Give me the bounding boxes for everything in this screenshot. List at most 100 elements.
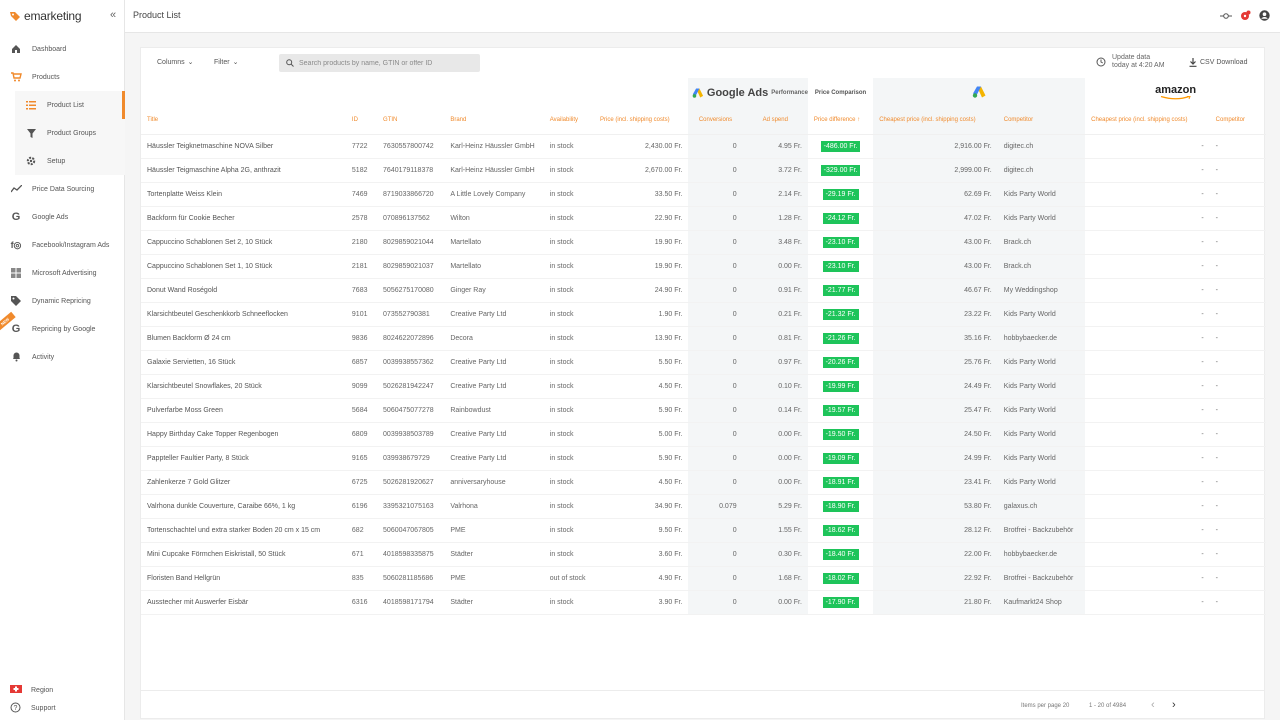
notification-bug-icon[interactable] <box>1240 10 1251 23</box>
cell-amazon-competitor: - <box>1209 350 1266 375</box>
cell-gtin: 5026281942247 <box>377 374 445 399</box>
table-row[interactable]: Pappteller Faultier Party, 8 Stück 9165 03… <box>141 446 1266 471</box>
cell-gtin: 8024622072896 <box>377 326 445 351</box>
col-availability[interactable]: Availability <box>543 107 594 135</box>
search-input[interactable] <box>299 59 469 67</box>
cell-brand: Martellato <box>444 254 544 279</box>
account-icon[interactable] <box>1259 10 1270 23</box>
cell-cheapest-price: 35.16 Fr. <box>873 326 998 351</box>
cell-price-difference: -19.50 Fr. <box>807 422 874 447</box>
sidebar-item-products[interactable]: Products <box>0 63 125 91</box>
sidebar-item-region[interactable]: Region <box>0 681 125 699</box>
cell-amazon-cheapest-price: - <box>1085 326 1210 351</box>
sidebar-item-product-groups[interactable]: Product Groups <box>0 119 125 147</box>
col-price-difference[interactable]: Price difference ↑ <box>807 107 874 135</box>
cell-availability: in stock <box>543 422 594 447</box>
sidebar-item-dashboard[interactable]: Dashboard <box>0 35 125 63</box>
col-competitor[interactable]: Competitor <box>997 107 1086 135</box>
col-price-difference-label: Price difference <box>813 117 856 124</box>
cell-competitor: digitec.ch <box>997 158 1086 183</box>
swiss-flag-icon <box>10 685 22 695</box>
cell-ad-spend: 0.30 Fr. <box>742 542 808 567</box>
sidebar-item-dynamic-repricing[interactable]: Dynamic Repricing <box>0 287 125 315</box>
table-row[interactable]: Floristen Band Hellgrün 835 5060281185686 P… <box>141 566 1266 591</box>
cell-title: Häussler Teigmaschine Alpha 2G, anthrazi… <box>141 158 346 183</box>
table-row[interactable]: Backform für Cookie Becher 2578 0708961375… <box>141 206 1266 231</box>
cell-ad-spend: 3.48 Fr. <box>742 230 808 255</box>
google-icon: G <box>11 211 21 223</box>
col-ad-spend[interactable]: Ad spend <box>742 107 808 135</box>
sidebar-item-activity[interactable]: Activity <box>0 343 125 371</box>
chevron-left-icon[interactable]: ‹ <box>1151 699 1155 711</box>
col-cheapest-price[interactable]: Cheapest price (incl. shipping costs) <box>873 107 998 135</box>
col-title[interactable]: Title <box>141 107 346 135</box>
cell-gtin: 4018598335875 <box>377 542 445 567</box>
sidebar-item-facebook-instagram[interactable]: f◎ Facebook/Instagram Ads <box>0 231 125 259</box>
table-row[interactable]: Mini Cupcake Förmchen Eiskristall, 50 St… <box>141 542 1266 567</box>
table-row[interactable]: Klarsichtbeutel Geschenkkorb Schneeflock… <box>141 302 1266 327</box>
table-row[interactable]: Zahlenkerze 7 Gold Glitzer 6725 5026281920… <box>141 470 1266 495</box>
csv-download-button[interactable]: CSV Download <box>1189 58 1247 67</box>
cell-brand: Karl-Heinz Häussler GmbH <box>444 158 544 183</box>
cell-price: 19.90 Fr. <box>593 230 689 255</box>
tag-logo-icon <box>10 12 20 21</box>
table-row[interactable]: Galaxie Servietten, 16 Stück 6857 00399385… <box>141 350 1266 375</box>
update-data-button[interactable]: Update data today at 4:20 AM <box>1096 54 1165 70</box>
sidebar-item-price-data-sourcing[interactable]: Price Data Sourcing <box>0 175 125 203</box>
cell-competitor: Kids Party World <box>997 398 1086 423</box>
cell-gtin: 0039938557362 <box>377 350 445 375</box>
sidebar-item-support[interactable]: ? Support <box>0 699 125 717</box>
cell-amazon-competitor: - <box>1209 398 1266 423</box>
sidebar-item-microsoft-advertising[interactable]: Microsoft Advertising <box>0 259 125 287</box>
table-row[interactable]: Happy Birthday Cake Topper Regenbogen 680… <box>141 422 1266 447</box>
sidebar-item-repricing-by-google[interactable]: G Repricing by Google <box>0 315 125 343</box>
sidebar-item-setup[interactable]: Setup <box>0 147 125 175</box>
table-row[interactable]: Häussler Teigknetmaschine NOVA Silber 772… <box>141 134 1266 159</box>
table-row[interactable]: Cappuccino Schablonen Set 2, 10 Stück 218… <box>141 230 1266 255</box>
col-conversions[interactable]: Conversions <box>688 107 743 135</box>
table-row[interactable]: Ausstecher mit Auswerfer Eisbär 6316 40185… <box>141 590 1266 615</box>
cell-cheapest-price: 25.76 Fr. <box>873 350 998 375</box>
cell-title: Zahlenkerze 7 Gold Glitzer <box>141 470 346 495</box>
col-amazon-competitor[interactable]: Competitor <box>1209 107 1266 135</box>
table-row[interactable]: Donut Wand Roségold 7683 5056275170080 Ging… <box>141 278 1266 303</box>
col-price[interactable]: Price (incl. shipping costs) <box>593 107 689 135</box>
sidebar-item-product-list[interactable]: Product List <box>0 91 125 119</box>
table-row[interactable]: Blumen Backform Ø 24 cm 9836 8024622072896… <box>141 326 1266 351</box>
cell-title: Klarsichtbeutel Snowflakes, 20 Stück <box>141 374 346 399</box>
col-amazon-cheapest-price[interactable]: Cheapest price (incl. shipping costs) <box>1085 107 1210 135</box>
table-row[interactable]: Tortenplatte Weiss Klein 7469 871903386672… <box>141 182 1266 207</box>
table-row[interactable]: Cappuccino Schablonen Set 1, 10 Stück 218… <box>141 254 1266 279</box>
brand-logo[interactable]: emarketing <box>9 8 82 24</box>
columns-button[interactable]: Columns ⌄ <box>157 58 194 67</box>
cell-id: 6196 <box>345 494 378 519</box>
cell-competitor: Kids Party World <box>997 206 1086 231</box>
sidebar-item-google-ads[interactable]: G Google Ads <box>0 203 125 231</box>
table-row[interactable]: Häussler Teigmaschine Alpha 2G, anthrazi… <box>141 158 1266 183</box>
items-per-page[interactable]: Items per page 20 <box>1021 703 1070 709</box>
commit-icon[interactable] <box>1220 12 1232 22</box>
col-brand[interactable]: Brand <box>444 107 544 135</box>
cell-brand: Städter <box>444 590 544 615</box>
top-bar: Product List <box>125 0 1280 33</box>
col-id[interactable]: ID <box>345 107 378 135</box>
svg-text:?: ? <box>14 705 18 712</box>
cell-price-difference: -23.10 Fr. <box>807 254 874 279</box>
table-row[interactable]: Tortenschachtel und extra starker Boden … <box>141 518 1266 543</box>
cell-brand: Wilton <box>444 206 544 231</box>
filter-button[interactable]: Filter ⌄ <box>214 58 238 67</box>
cell-amazon-cheapest-price: - <box>1085 134 1210 159</box>
table-toolbar: Columns ⌄ Filter ⌄ Update data today at … <box>141 48 1264 78</box>
cell-brand: Rainbowdust <box>444 398 544 423</box>
col-gtin[interactable]: GTIN <box>377 107 445 135</box>
price-difference-badge: -19.50 Fr. <box>822 428 859 440</box>
double-chevron-left-icon[interactable]: « <box>110 9 117 21</box>
cell-brand: Ginger Ray <box>444 278 544 303</box>
cell-cheapest-price: 62.69 Fr. <box>873 182 998 207</box>
list-icon <box>25 99 37 111</box>
table-row[interactable]: Pulverfarbe Moss Green 5684 5060475077278 R… <box>141 398 1266 423</box>
table-row[interactable]: Valrhona dunkle Couverture, Caraibe 66%,… <box>141 494 1266 519</box>
table-row[interactable]: Klarsichtbeutel Snowflakes, 20 Stück 9099… <box>141 374 1266 399</box>
chevron-right-icon[interactable]: › <box>1172 699 1176 711</box>
cell-amazon-cheapest-price: - <box>1085 158 1210 183</box>
